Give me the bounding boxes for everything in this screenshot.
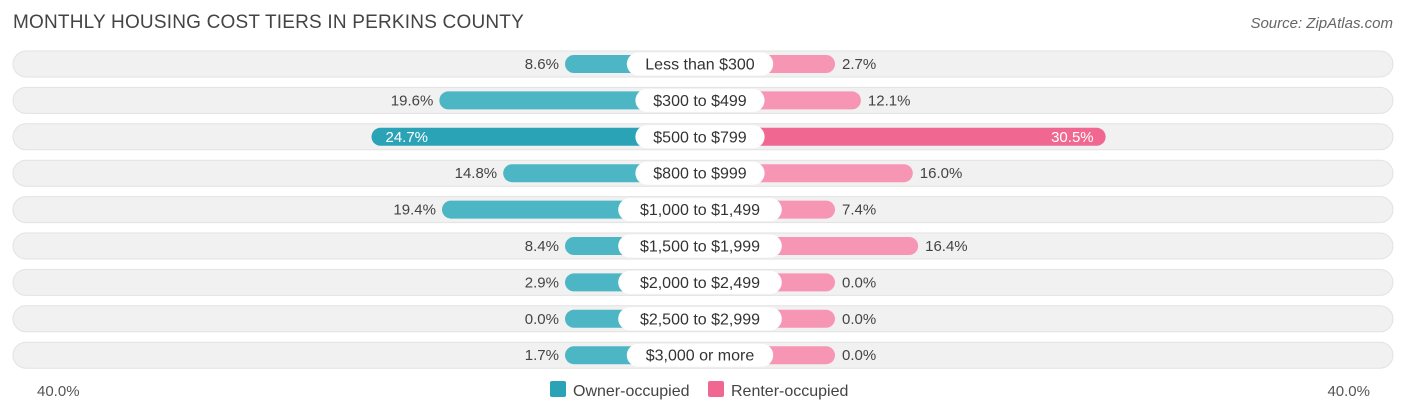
owner-value-label: 19.4% [393,202,436,219]
renter-value-label: 7.4% [842,202,876,219]
category-label: $2,500 to $2,999 [640,311,760,328]
owner-value-label: 0.0% [525,311,559,328]
renter-value-label: 30.5% [1051,129,1094,146]
owner-value-label: 1.7% [525,347,559,364]
owner-bar [371,127,700,146]
renter-value-label: 12.1% [868,92,911,109]
renter-value-label: 16.0% [920,165,963,182]
legend-swatch-renter [708,381,724,397]
renter-value-label: 0.0% [842,311,876,328]
category-label: $500 to $799 [653,129,747,146]
owner-value-label: 2.9% [525,274,559,291]
category-pill [618,234,782,258]
owner-value-label: 24.7% [385,129,428,146]
renter-value-label: 2.7% [842,56,876,73]
axis-label-left: 40.0% [37,383,80,400]
category-pill [618,270,782,294]
category-pill [626,343,774,367]
renter-value-label: 0.0% [842,347,876,364]
renter-value-label: 0.0% [842,274,876,291]
chart-source: Source: ZipAtlas.com [1250,15,1393,32]
category-label: $300 to $499 [653,93,747,110]
category-label: $1,500 to $1,999 [640,239,760,256]
owner-value-label: 14.8% [455,165,498,182]
category-pill [635,161,765,185]
chart-title: MONTHLY HOUSING COST TIERS IN PERKINS CO… [13,12,524,33]
owner-value-label: 19.6% [391,92,434,109]
category-label: Less than $300 [645,57,755,74]
category-label: $2,000 to $2,499 [640,275,760,292]
category-pill [618,198,782,222]
owner-value-label: 8.6% [525,56,559,73]
category-pill [618,307,782,331]
legend-label-owner: Owner-occupied [573,383,690,400]
category-pill [635,125,765,149]
category-label: $800 to $999 [653,166,747,183]
category-pill [626,52,774,76]
renter-value-label: 16.4% [925,238,968,255]
owner-value-label: 8.4% [525,238,559,255]
axis-label-right: 40.0% [1327,383,1370,400]
category-label: $1,000 to $1,499 [640,202,760,219]
legend-swatch-owner [550,381,566,397]
renter-bar [700,127,1106,146]
category-pill [635,88,765,112]
category-label: $3,000 or more [646,348,755,365]
owner-bar [439,91,700,110]
legend-label-renter: Renter-occupied [731,383,848,400]
